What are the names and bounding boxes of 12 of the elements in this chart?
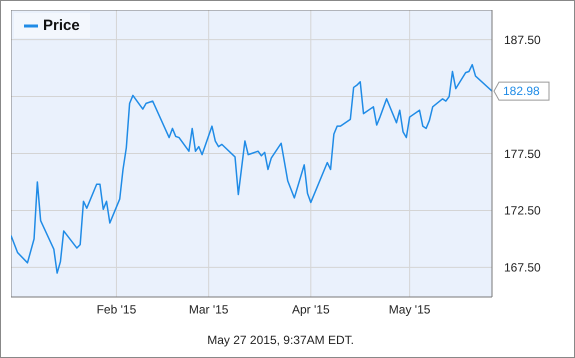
y-tick-label: 177.50 bbox=[504, 146, 542, 161]
data-label: 182.98 bbox=[503, 84, 540, 98]
line-series bbox=[11, 64, 492, 274]
y-tick-label: 167.50 bbox=[504, 260, 542, 275]
y-tick-label: 187.50 bbox=[504, 32, 542, 47]
x-tick-label: Mar '15 bbox=[188, 302, 229, 317]
y-tick-label: 172.50 bbox=[504, 204, 542, 218]
text: May 27 2015, 9:37AM EDT. bbox=[207, 333, 354, 347]
x-tick-label: Feb '15 bbox=[96, 302, 137, 317]
x-tick-label: Apr '15 bbox=[292, 302, 330, 317]
legend-label: Price bbox=[43, 17, 80, 34]
x-tick-label: May '15 bbox=[388, 302, 431, 317]
